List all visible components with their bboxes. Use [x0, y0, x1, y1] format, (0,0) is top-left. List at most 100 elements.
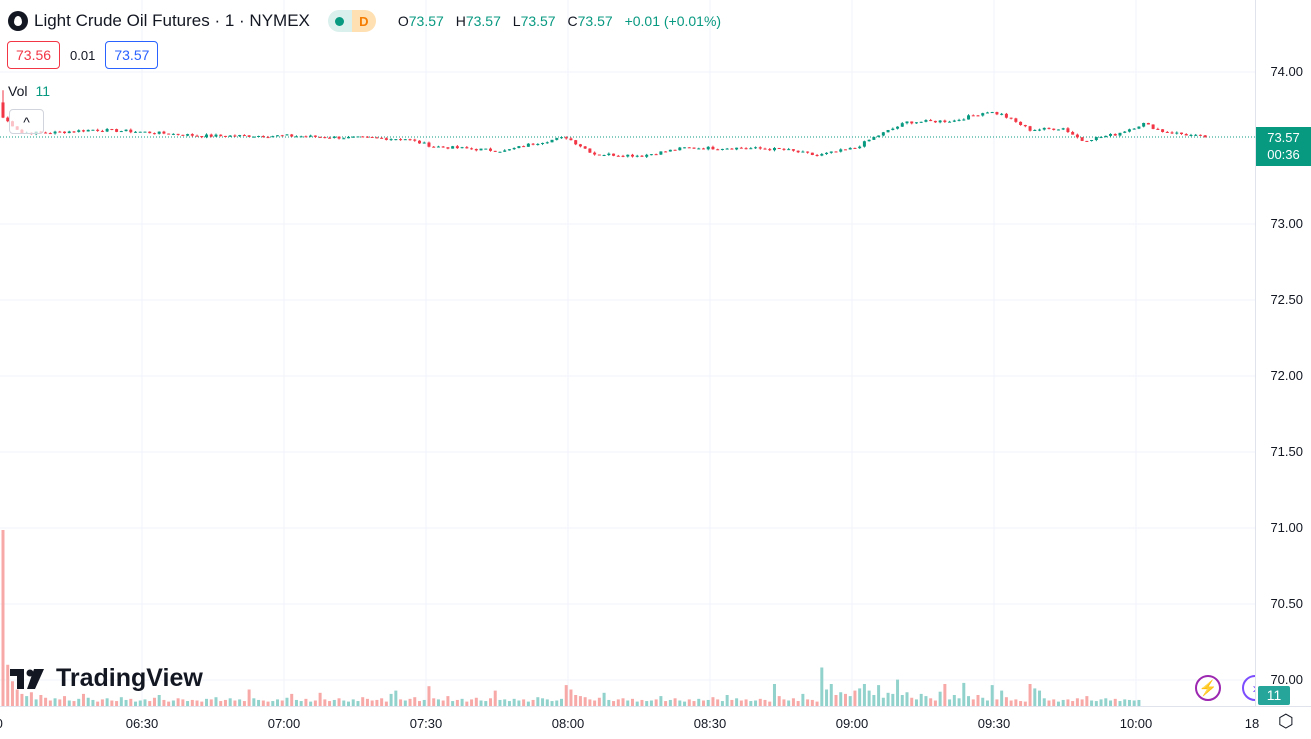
candle-body: [96, 129, 100, 131]
volume-bar: [455, 699, 459, 706]
candle-body: [242, 135, 246, 137]
volume-bar: [1009, 700, 1013, 706]
price-tick-label: 70.50: [1270, 596, 1303, 611]
candle-body: [58, 131, 62, 133]
sell-price-button[interactable]: 73.56: [7, 41, 61, 69]
candle-body: [418, 140, 422, 144]
time-axis[interactable]: 0 06:30 07:00 07:30 08:00 08:30 09:00 09:30 10:0…: [0, 706, 1311, 739]
volume-bar: [247, 689, 251, 706]
volume-bar: [25, 696, 29, 706]
volume-bar: [1061, 699, 1065, 706]
volume-bar: [578, 696, 582, 706]
volume-bar: [782, 699, 786, 706]
low-value: 73.57: [520, 13, 556, 29]
volume-bar: [877, 685, 881, 706]
volume-bar: [602, 692, 606, 706]
candle-body: [853, 147, 857, 149]
volume-bar: [1109, 700, 1113, 706]
candle-body: [1099, 137, 1103, 139]
volume-bar: [1019, 701, 1023, 706]
volume-bar: [597, 697, 601, 706]
candle-body: [1019, 121, 1023, 126]
volume-bar: [190, 699, 194, 706]
volume-bar: [370, 700, 374, 706]
volume-bar: [81, 693, 85, 706]
candle-body: [1061, 128, 1065, 130]
volume-bar: [640, 699, 644, 706]
volume-bar: [290, 693, 294, 706]
candle-body: [6, 117, 10, 122]
candle-body: [337, 136, 341, 139]
settings-icon[interactable]: ⬡: [1278, 711, 1294, 731]
candle-body: [990, 112, 994, 114]
volume-bar: [957, 698, 961, 706]
volume-bar: [86, 697, 90, 706]
volume-bar: [787, 700, 791, 706]
volume-bar: [1028, 684, 1032, 706]
market-status-pill[interactable]: D: [327, 10, 376, 32]
candle-body: [716, 149, 720, 151]
candle-body: [342, 138, 346, 140]
volume-bar: [1094, 701, 1098, 706]
volume-bar: [1080, 699, 1084, 706]
candle-body: [157, 131, 161, 134]
candle-body: [659, 151, 663, 155]
candle-body: [1170, 132, 1174, 134]
candle-body: [365, 136, 369, 138]
volume-bar: [280, 700, 284, 706]
volume-bar: [673, 698, 677, 706]
candle-body: [1198, 134, 1202, 136]
symbol-title[interactable]: Light Crude Oil Futures · 1 · NYMEX: [34, 11, 310, 30]
price-tick-label: 70.00: [1270, 672, 1303, 687]
candle-body: [479, 148, 483, 151]
candle-body: [981, 113, 985, 116]
candle-body: [252, 136, 256, 138]
volume-bar: [91, 699, 95, 706]
volume-bar: [304, 698, 308, 706]
candle-body: [1127, 129, 1131, 132]
volume-bar: [427, 686, 431, 706]
volume-bar: [777, 696, 781, 706]
volume-bar: [465, 701, 469, 706]
candle-body: [384, 138, 388, 140]
buy-price-button[interactable]: 73.57: [105, 41, 159, 69]
candle-body: [171, 133, 175, 135]
volume-bar: [1118, 701, 1122, 706]
volume-bar: [15, 689, 19, 706]
volume-bar: [607, 699, 611, 706]
price-chart-canvas[interactable]: [0, 0, 1255, 706]
volume-bar: [148, 701, 152, 706]
candle-body: [356, 136, 360, 138]
candle-body: [829, 151, 833, 153]
volume-bar: [735, 698, 739, 706]
candle-body: [683, 147, 687, 149]
volume-bar: [418, 701, 422, 706]
candle-body: [219, 134, 223, 136]
volume-bar: [697, 698, 701, 706]
tradingview-logo[interactable]: TradingView: [10, 664, 203, 693]
candle-body: [309, 135, 313, 137]
candle-body: [985, 112, 989, 114]
candle-body: [891, 128, 895, 130]
candle-body: [730, 148, 734, 150]
collapse-legend-button[interactable]: ^: [9, 109, 44, 134]
volume-bar: [574, 695, 578, 706]
volume-bar: [72, 701, 76, 706]
ohlc-values: O73.57 H73.57 L73.57 C73.57 +0.01 (+0.01…: [398, 13, 729, 29]
price-tick-label: 74.00: [1270, 64, 1303, 79]
volume-bar: [806, 699, 810, 706]
volume-bar: [706, 699, 710, 706]
bar-countdown: 00:36: [1267, 147, 1300, 162]
volume-bar: [772, 684, 776, 706]
candle-body: [257, 135, 261, 137]
volume-bar: [266, 701, 270, 706]
current-price-label: 73.57 00:36: [1256, 127, 1311, 166]
price-axis[interactable]: 74.00 73.00 72.50 72.00 71.50 71.00 70.50 70.00: [1255, 0, 1311, 706]
time-tick-label: 06:30: [125, 716, 159, 731]
candle-body: [266, 137, 270, 139]
candle-body: [200, 135, 204, 138]
candle-body: [432, 146, 436, 148]
volume-bar: [559, 698, 563, 706]
lightning-icon[interactable]: ⚡: [1195, 675, 1221, 701]
time-tick-label: 18: [1244, 716, 1260, 731]
